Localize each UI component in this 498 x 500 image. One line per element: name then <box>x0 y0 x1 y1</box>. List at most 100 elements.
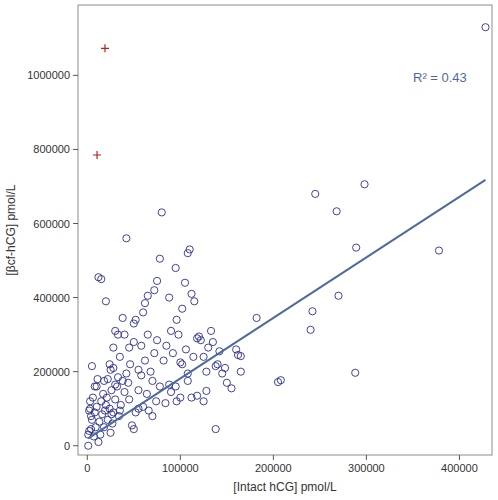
x-tick <box>273 455 274 460</box>
data-point <box>181 279 188 286</box>
data-point <box>147 368 154 375</box>
data-point <box>203 387 210 394</box>
data-point <box>110 344 117 351</box>
data-point <box>116 407 123 414</box>
data-point <box>214 361 221 368</box>
data-point <box>173 316 180 323</box>
data-point <box>188 290 195 297</box>
data-point <box>153 337 160 344</box>
data-point <box>352 369 359 376</box>
data-point <box>163 342 170 349</box>
data-point <box>200 353 207 360</box>
data-point <box>184 250 191 257</box>
data-point <box>86 398 93 405</box>
data-point <box>130 338 137 345</box>
data-point <box>179 361 186 368</box>
data-point <box>141 357 148 364</box>
y-tick-label: 0 <box>64 440 70 452</box>
data-point <box>162 400 169 407</box>
x-tick <box>180 455 181 460</box>
data-point <box>169 350 176 357</box>
data-point <box>212 425 219 432</box>
data-point <box>177 394 184 401</box>
data-point <box>91 383 98 390</box>
x-tick-label: 400000 <box>441 462 478 474</box>
data-point <box>138 372 145 379</box>
data-point <box>102 298 109 305</box>
data-point <box>144 331 151 338</box>
data-point <box>209 338 216 345</box>
data-point <box>99 411 106 418</box>
y-tick-label: 800000 <box>33 143 70 155</box>
y-tick-label: 600000 <box>33 218 70 230</box>
marks <box>85 24 489 450</box>
data-point <box>135 387 142 394</box>
data-point <box>149 377 156 384</box>
data-point <box>193 392 200 399</box>
data-point <box>95 274 102 281</box>
data-point <box>158 209 165 216</box>
data-point <box>160 357 167 364</box>
data-point <box>333 208 340 215</box>
data-point <box>482 24 489 31</box>
data-point <box>197 337 204 344</box>
y-tick <box>73 149 78 150</box>
data-point <box>175 331 182 338</box>
data-point <box>167 327 174 334</box>
data-point <box>361 181 368 188</box>
data-point <box>125 379 132 386</box>
data-point <box>435 247 442 254</box>
data-point <box>153 277 160 284</box>
data-point <box>312 190 319 197</box>
data-point <box>153 398 160 405</box>
data-point <box>135 366 142 373</box>
data-point <box>212 363 219 370</box>
data-point <box>182 346 189 353</box>
data-point <box>112 381 119 388</box>
data-point <box>87 413 94 420</box>
data-point <box>130 320 137 327</box>
data-point <box>172 264 179 271</box>
data-point <box>309 308 316 315</box>
data-point <box>119 314 126 321</box>
x-tick <box>459 455 460 460</box>
data-point <box>151 350 158 357</box>
x-tick-label: 100000 <box>162 462 199 474</box>
data-point <box>116 353 123 360</box>
outlier-point <box>93 151 101 159</box>
x-axis-label: [Intact hCG] pmol/L <box>233 480 337 494</box>
data-point <box>88 363 95 370</box>
outlier-point <box>101 44 109 52</box>
data-point <box>203 368 210 375</box>
x-tick <box>366 455 367 460</box>
data-point <box>114 374 121 381</box>
data-point <box>126 396 133 403</box>
y-tick-label: 1000000 <box>27 69 70 81</box>
data-point <box>92 424 99 431</box>
data-point <box>110 364 117 371</box>
y-tick <box>73 371 78 372</box>
data-point <box>191 298 198 305</box>
y-tick <box>73 297 78 298</box>
data-point <box>179 305 186 312</box>
data-point <box>151 287 158 294</box>
data-point <box>177 359 184 366</box>
data-point <box>207 327 214 334</box>
data-point <box>138 342 145 349</box>
data-point <box>85 442 92 449</box>
x-tick-label: 300000 <box>348 462 385 474</box>
x-tick <box>87 455 88 460</box>
y-tick <box>73 75 78 76</box>
data-point <box>93 383 100 390</box>
data-point <box>143 390 150 397</box>
data-point <box>123 370 130 377</box>
data-point <box>128 422 135 429</box>
data-point <box>156 255 163 262</box>
data-point <box>108 411 115 418</box>
data-point <box>141 300 148 307</box>
annotation: R² = 0.43 <box>413 70 467 85</box>
data-point <box>100 377 107 384</box>
data-point <box>233 346 240 353</box>
data-point <box>144 292 151 299</box>
x-tick-label: 0 <box>84 462 90 474</box>
